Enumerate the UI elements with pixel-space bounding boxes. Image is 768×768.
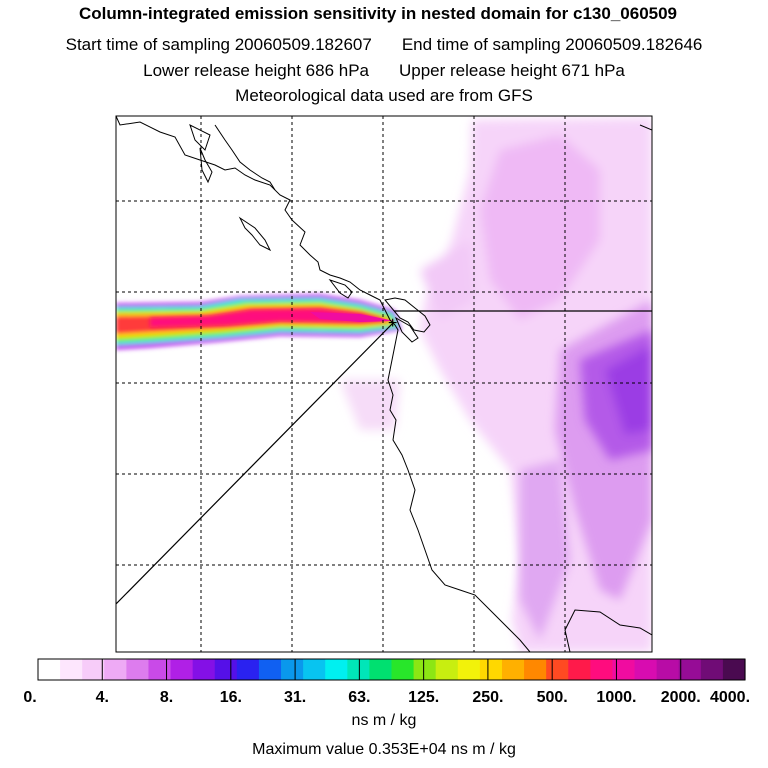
colorbar-swatch (524, 659, 547, 680)
colorbar-tick-label: 4000. (710, 689, 750, 706)
colorbar-swatch (413, 659, 437, 680)
coastline (116, 116, 652, 652)
colorbar-swatch (700, 659, 724, 680)
colorbar-swatch (656, 659, 680, 680)
colorbar-tick-label: 63. (348, 689, 370, 706)
colorbar-swatch (60, 659, 83, 680)
colorbar-swatch (391, 659, 415, 680)
colorbar-swatch (568, 659, 591, 680)
colorbar-swatch (214, 659, 238, 680)
colorbar-swatch (170, 659, 194, 680)
release-height-line: Lower release height 686 hPa Upper releas… (0, 61, 768, 81)
end-time-label: End time of sampling 20060509.182646 (401, 35, 703, 54)
release-point-marker: + (388, 315, 397, 332)
max-value-label: Maximum value 0.353E+04 ns m / kg (252, 741, 516, 758)
colorbar-swatch (479, 659, 503, 680)
chart-title: Column-integrated emission sensitivity i… (78, 4, 678, 23)
colorbar-tick-label: 8. (160, 689, 173, 706)
met-data-label: Meteorological data used are from GFS (235, 86, 533, 105)
colorbar-tick-label: 1000. (596, 689, 636, 706)
colorbar-tick-label: 500. (537, 689, 568, 706)
colorbar-swatch (457, 659, 481, 680)
colorbar-swatch (281, 659, 304, 680)
colorbar-swatch (678, 659, 702, 680)
colorbar-swatch (104, 659, 127, 680)
map-frame (115, 115, 653, 653)
start-time-label: Start time of sampling 20060509.182607 (65, 35, 372, 54)
colorbar-swatch (192, 659, 216, 680)
lat-lon-grid (116, 116, 652, 652)
colorbar-swatch (369, 659, 393, 680)
plume (116, 294, 402, 350)
release-location-lines (116, 310, 652, 605)
colorbar-swatch (126, 659, 150, 680)
colorbar-swatch (546, 659, 569, 680)
colorbar-tick-label: 250. (472, 689, 503, 706)
colorbar-tick-label: 125. (408, 689, 439, 706)
colorbar-swatch (435, 659, 459, 680)
colorbar-units-label: ns m / kg (351, 712, 417, 729)
colorbar-tick-label: 0. (23, 689, 36, 706)
colorbar-swatch (590, 659, 614, 680)
colorbar-swatch (82, 659, 105, 680)
colorbar-swatch (722, 659, 746, 680)
sensitivity-field-high (580, 330, 652, 460)
colorbar-swatch (38, 659, 61, 680)
colorbar (37, 658, 746, 681)
colorbar-swatch (501, 659, 525, 680)
colorbar-frame (37, 658, 746, 681)
colorbar-swatch (325, 659, 348, 680)
sampling-time-line: Start time of sampling 20060509.182607 En… (0, 35, 768, 55)
upper-height-label: Upper release height 671 hPa (399, 61, 625, 80)
colorbar-tick-label: 31. (284, 689, 306, 706)
colorbar-swatch (303, 659, 326, 680)
colorbar-swatch (634, 659, 658, 680)
colorbar-tick-label: 16. (220, 689, 242, 706)
colorbar-swatch (347, 659, 370, 680)
colorbar-tick-labels: 0. 4. 8. 16. 31. 63. 125. 250. 500. 1000. 2000. 400… (23, 659, 750, 706)
colorbar-swatch (258, 659, 282, 680)
colorbar-tick-label: 2000. (661, 689, 701, 706)
lower-height-label: Lower release height 686 hPa (143, 61, 369, 80)
colorbar-swatch (148, 659, 172, 680)
colorbar-swatch (612, 659, 636, 680)
colorbar-swatch (236, 659, 260, 680)
colorbar-tick-label: 4. (96, 689, 109, 706)
map-plot-area: + (116, 116, 652, 652)
